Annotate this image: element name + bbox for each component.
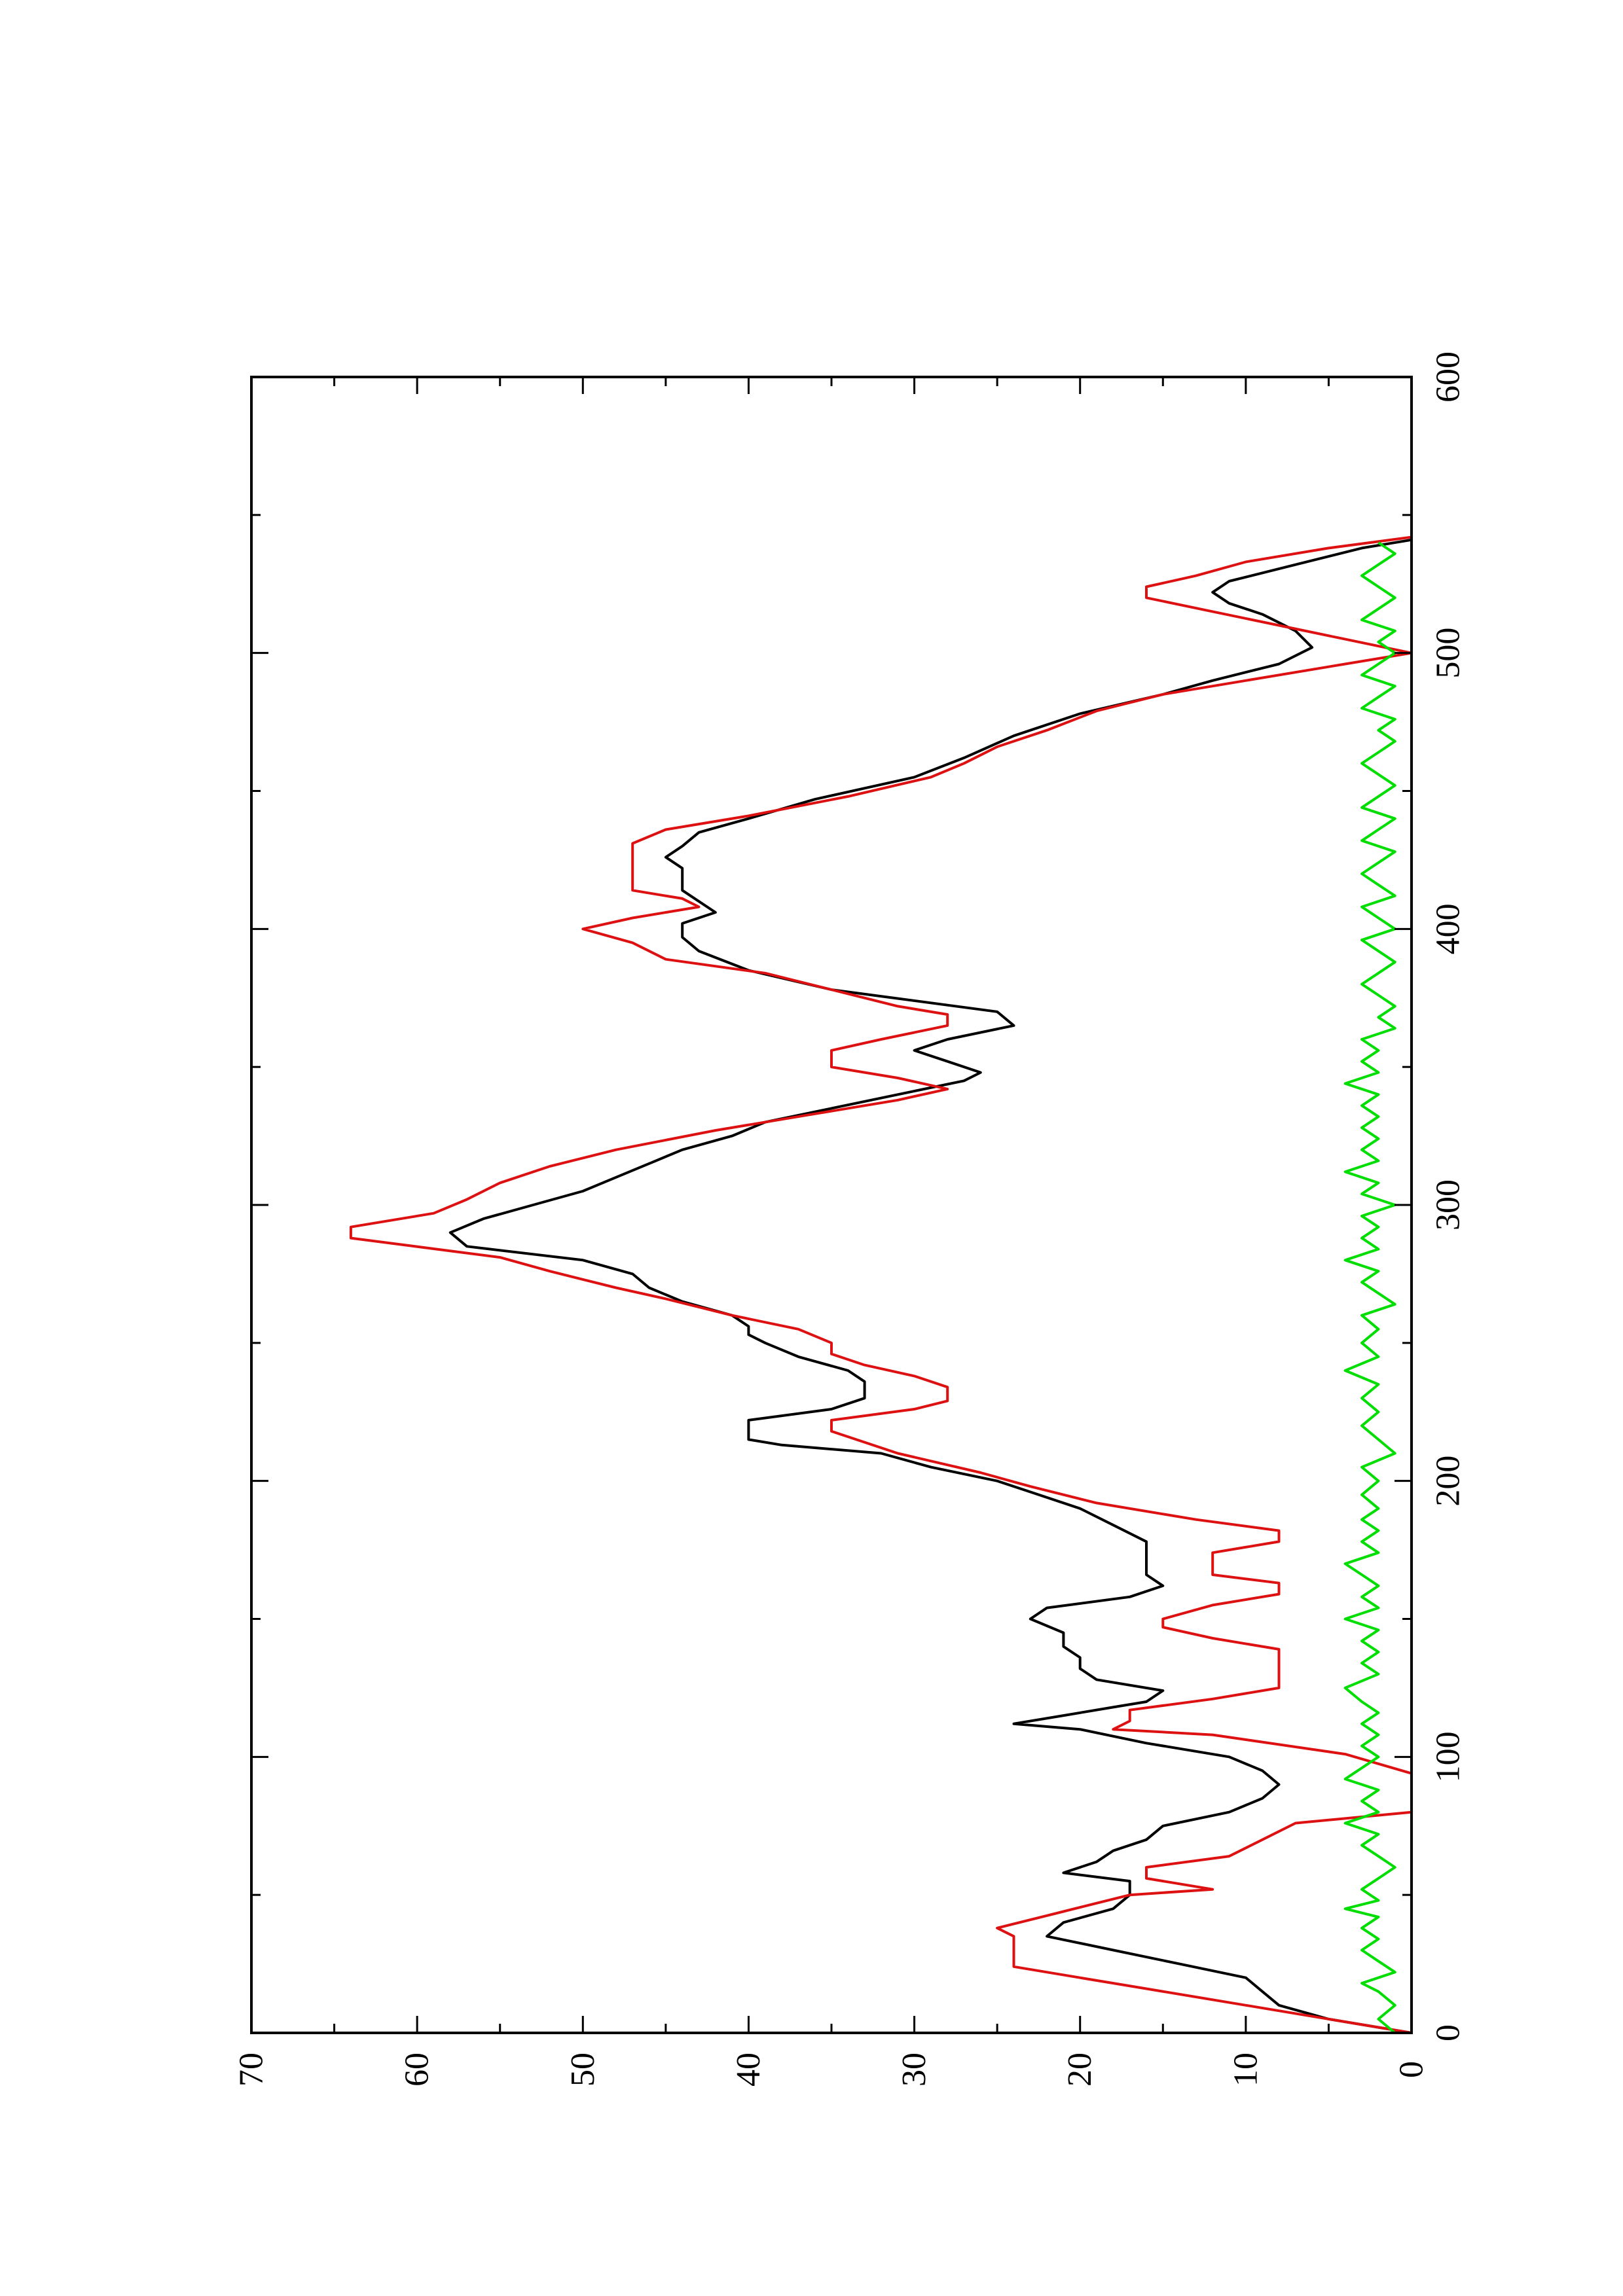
x-tick-label: 100 (1430, 1731, 1467, 1782)
x-tick-label: 600 (1430, 351, 1467, 403)
ticks-layer (250, 376, 1413, 2034)
series-line-2 (349, 535, 1413, 2034)
y-tick-label: 0 (1393, 2061, 1431, 2078)
y-tick-label: 30 (896, 2053, 933, 2087)
y-tick-label: 50 (564, 2053, 602, 2087)
y-tick-label: 70 (233, 2053, 270, 2087)
x-tick-label: 300 (1430, 1179, 1467, 1230)
tick-labels-layer: 0 100 200 300 400 500 600 0 10 20 30 40 50 60 70 (233, 351, 1467, 2087)
x-tick-label: 500 (1430, 628, 1467, 679)
y-tick-label: 60 (399, 2053, 436, 2087)
x-tick-label: 400 (1430, 903, 1467, 954)
series-line-3 (1343, 541, 1396, 2034)
series-line-1 (448, 538, 1412, 2034)
x-tick-label: 200 (1430, 1456, 1467, 1507)
y-tick-label: 10 (1227, 2053, 1264, 2087)
y-tick-label: 20 (1061, 2053, 1099, 2087)
plot-frame (250, 376, 1413, 2034)
series-layer (349, 535, 1413, 2034)
y-tick-label: 40 (730, 2053, 767, 2087)
x-tick-label: 0 (1430, 2024, 1467, 2041)
